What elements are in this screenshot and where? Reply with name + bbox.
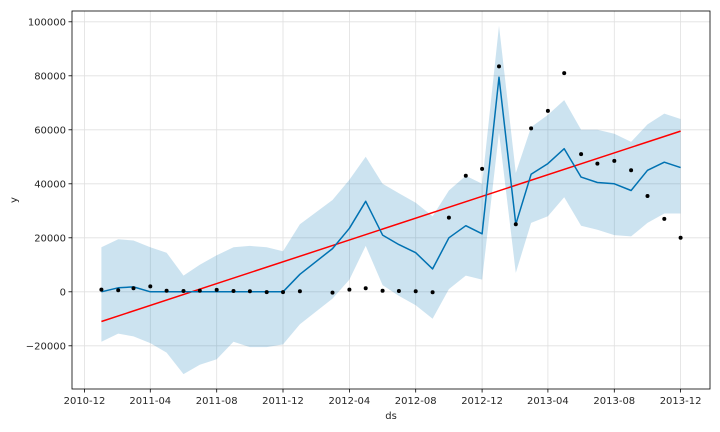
x-axis-label: ds <box>385 411 397 422</box>
y-tick-label: 80000 <box>34 71 66 82</box>
observed-point <box>430 290 435 295</box>
observed-point <box>197 288 202 293</box>
observed-point <box>497 64 501 69</box>
observed-point <box>595 161 600 166</box>
y-axis: −20000 0 20000 40000 60000 80000 100000 <box>26 17 72 352</box>
x-tick-label: 2013-12 <box>660 396 702 407</box>
observed-point <box>247 289 252 294</box>
y-tick-label: 20000 <box>34 233 66 244</box>
forecast-line <box>101 76 681 293</box>
observed-point <box>116 288 121 293</box>
observed-point <box>463 173 468 178</box>
uncertainty-band <box>101 25 681 375</box>
observed-point <box>99 287 104 292</box>
observed-point <box>562 71 567 76</box>
observed-point <box>363 286 368 291</box>
uncertainty-interval <box>101 25 681 375</box>
observed-point <box>480 166 485 171</box>
observed-point <box>579 152 584 157</box>
x-tick-label: 2011-08 <box>196 396 238 407</box>
observed-point <box>446 215 451 220</box>
x-tick-label: 2013-04 <box>527 396 569 407</box>
observed-point <box>612 158 617 163</box>
observed-point <box>297 289 302 294</box>
grid <box>72 11 710 389</box>
x-tick-label: 2012-08 <box>395 396 437 407</box>
observed-point <box>513 222 518 227</box>
x-tick-label: 2010-12 <box>64 396 106 407</box>
plot-frame <box>71 10 711 390</box>
observed-point <box>678 235 683 240</box>
observed-point <box>413 289 418 294</box>
observed-point <box>545 108 550 113</box>
plot-area <box>72 11 710 389</box>
observed-point <box>164 288 169 293</box>
observed-points <box>99 64 683 295</box>
observed-point <box>181 289 186 293</box>
x-axis: 2010-12 2011-04 2011-08 2011-12 2012-04 2012-… <box>64 389 702 407</box>
x-tick-label: 2011-04 <box>129 396 171 407</box>
trend-line <box>101 130 681 323</box>
x-tick-label: 2012-12 <box>461 396 503 407</box>
observed-point <box>214 287 219 292</box>
observed-point <box>231 289 236 293</box>
x-tick-label: 2012-04 <box>329 396 371 407</box>
observed-point <box>281 290 285 295</box>
trend <box>101 130 681 323</box>
y-tick-label: 100000 <box>28 17 66 28</box>
x-tick-label: 2013-08 <box>593 396 635 407</box>
y-tick-label: 0 <box>60 287 66 298</box>
y-axis-label: y <box>9 197 20 203</box>
x-tick-label: 2011-12 <box>262 396 304 407</box>
forecast <box>101 76 681 293</box>
y-tick-label: 60000 <box>34 125 66 136</box>
y-tick-label: 40000 <box>34 179 66 190</box>
observed-point <box>347 287 352 292</box>
observed-point <box>148 284 153 289</box>
observed-point <box>629 168 634 173</box>
observed-point <box>396 289 401 293</box>
observed-point <box>529 126 534 131</box>
observed-point <box>645 194 650 198</box>
observed-point <box>380 288 385 293</box>
observed-point <box>330 290 335 295</box>
y-tick-label: −20000 <box>26 341 66 352</box>
observed-point <box>662 216 667 221</box>
observed-point <box>131 286 136 291</box>
observed-point <box>264 290 269 295</box>
